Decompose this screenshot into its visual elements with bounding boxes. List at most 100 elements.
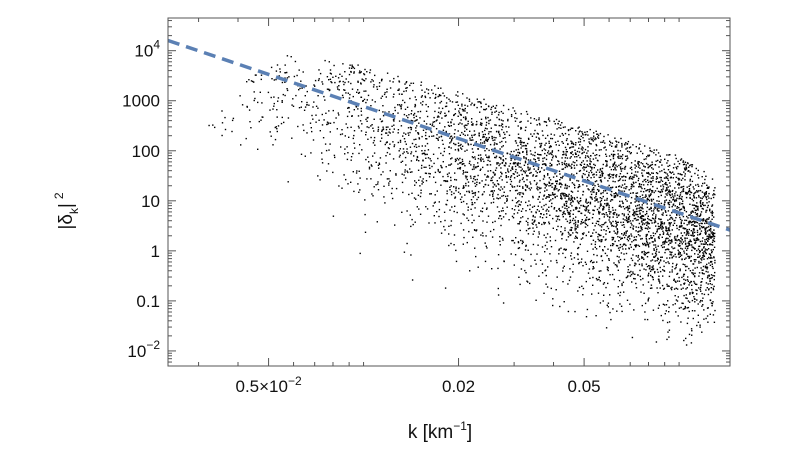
scatter-point-1390 [668, 204, 671, 206]
scatter-point-1482 [382, 105, 384, 107]
scatter-point-2642 [526, 142, 529, 145]
scatter-point-4435 [444, 287, 447, 289]
scatter-point-3164 [492, 195, 494, 198]
scatter-point-1681 [448, 225, 450, 227]
scatter-point-3843 [483, 140, 486, 143]
scatter-point-2789 [676, 239, 678, 242]
scatter-point-2943 [425, 103, 427, 106]
scatter-point-3413 [505, 172, 507, 174]
scatter-point-1222 [333, 121, 335, 124]
scatter-point-3633 [556, 188, 558, 190]
scatter-point-2453 [712, 233, 714, 235]
scatter-point-3282 [473, 229, 476, 231]
scatter-point-3082 [689, 183, 692, 186]
scatter-point-3967 [652, 168, 654, 170]
scatter-point-4524 [376, 86, 378, 88]
scatter-point-192 [692, 233, 694, 235]
scatter-point-4543 [552, 298, 554, 300]
scatter-point-1944 [669, 251, 671, 253]
scatter-point-4266 [630, 233, 632, 235]
scatter-point-2305 [450, 141, 452, 143]
scatter-point-3076 [668, 336, 670, 338]
scatter-point-4181 [331, 81, 333, 84]
scatter-point-4335 [588, 209, 590, 211]
scatter-point-1437 [465, 118, 467, 121]
scatter-point-3861 [713, 216, 715, 218]
scatter-point-1362 [676, 288, 679, 290]
scatter-point-3645 [645, 158, 647, 160]
scatter-point-781 [596, 254, 598, 257]
scatter-point-3288 [678, 229, 680, 231]
scatter-point-115 [638, 147, 640, 149]
scatter-point-1574 [655, 216, 657, 218]
scatter-point-3201 [364, 213, 366, 216]
scatter-point-1536 [328, 89, 331, 92]
scatter-point-1005 [667, 229, 669, 232]
scatter-point-3914 [400, 125, 403, 127]
scatter-point-663 [699, 301, 701, 303]
scatter-point-1924 [604, 142, 606, 144]
scatter-point-3064 [689, 292, 691, 294]
scatter-point-4028 [461, 158, 464, 161]
scatter-point-1072 [517, 133, 520, 135]
scatter-point-3139 [704, 228, 707, 230]
scatter-point-3641 [527, 159, 530, 161]
scatter-point-4454 [558, 215, 560, 217]
scatter-point-3995 [558, 127, 560, 129]
scatter-point-2630 [680, 237, 682, 239]
scatter-point-2422 [668, 285, 670, 287]
scatter-point-3863 [638, 245, 641, 247]
scatter-point-2418 [548, 177, 551, 179]
scatter-point-1123 [579, 144, 581, 146]
scatter-point-3062 [477, 196, 480, 199]
scatter-point-2209 [502, 137, 504, 139]
scatter-point-3899 [385, 162, 387, 164]
scatter-point-2922 [661, 236, 663, 238]
scatter-point-3824 [471, 203, 473, 206]
scatter-point-90 [566, 166, 568, 168]
scatter-point-2448 [491, 190, 493, 192]
scatter-point-2010 [574, 237, 576, 239]
scatter-point-758 [665, 172, 667, 174]
scatter-point-1343 [391, 197, 394, 200]
scatter-point-1018 [640, 227, 642, 230]
scatter-point-1044 [693, 280, 695, 283]
scatter-point-1614 [353, 134, 355, 137]
scatter-point-3620 [613, 230, 615, 232]
scatter-point-2080 [503, 191, 505, 193]
scatter-point-3747 [599, 201, 601, 203]
scatter-point-1633 [705, 209, 707, 212]
scatter-point-715 [646, 241, 648, 243]
scatter-point-1481 [698, 215, 701, 217]
scatter-point-754 [535, 175, 537, 177]
scatter-point-2003 [474, 194, 476, 196]
scatter-point-1635 [689, 196, 691, 199]
scatter-point-3034 [571, 163, 573, 165]
scatter-point-3253 [528, 200, 530, 202]
scatter-point-4340 [586, 170, 588, 172]
scatter-point-2406 [648, 172, 650, 175]
scatter-point-3371 [533, 133, 535, 135]
scatter-point-3568 [525, 184, 527, 187]
scatter-point-1955 [643, 223, 646, 225]
scatter-point-3195 [659, 191, 661, 193]
scatter-point-3104 [609, 294, 611, 296]
scatter-point-1956 [684, 179, 686, 181]
scatter-point-1598 [214, 126, 216, 129]
scatter-point-1371 [414, 184, 416, 186]
scatter-point-3898 [466, 175, 468, 178]
scatter-point-3780 [602, 223, 605, 226]
scatter-point-3831 [367, 94, 370, 97]
scatter-point-4201 [674, 295, 676, 297]
scatter-point-2778 [429, 173, 431, 175]
scatter-point-203 [520, 169, 522, 172]
scatter-point-1236 [579, 138, 582, 141]
scatter-point-9 [277, 100, 279, 102]
scatter-point-2809 [609, 213, 611, 215]
scatter-point-3782 [405, 133, 407, 135]
scatter-point-2277 [520, 137, 522, 140]
scatter-point-2494 [703, 255, 705, 257]
scatter-point-2792 [551, 159, 553, 161]
scatter-point-586 [561, 168, 563, 170]
scatter-point-1330 [596, 154, 598, 156]
